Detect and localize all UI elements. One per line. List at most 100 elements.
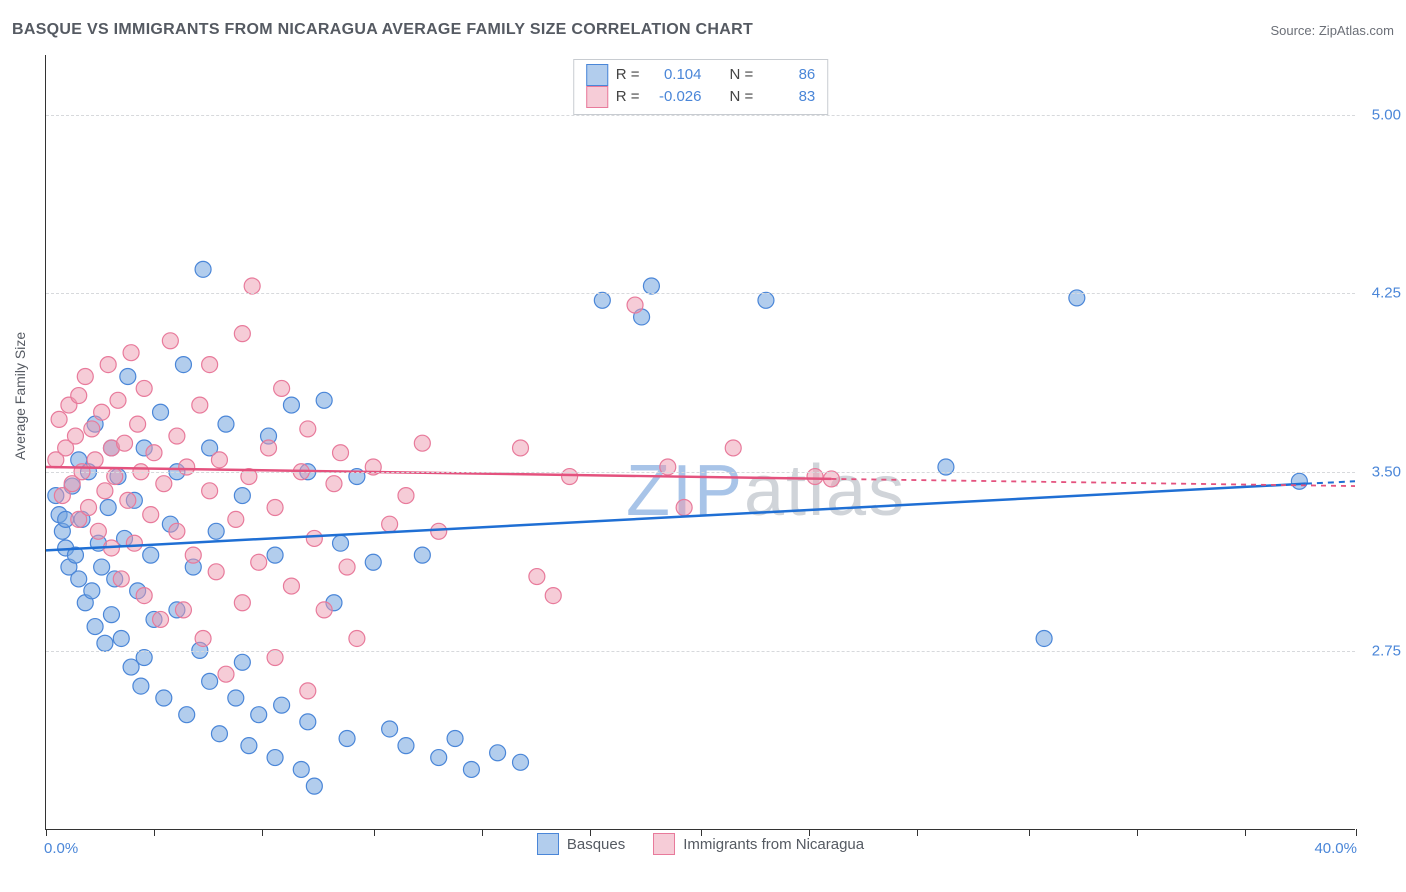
data-point bbox=[71, 388, 87, 404]
x-tick bbox=[46, 829, 47, 836]
data-point bbox=[513, 440, 529, 456]
data-point bbox=[333, 535, 349, 551]
plot-svg bbox=[46, 55, 1355, 829]
y-tick-label: 2.75 bbox=[1372, 643, 1401, 660]
data-point bbox=[758, 292, 774, 308]
data-point bbox=[676, 500, 692, 516]
source-link[interactable]: ZipAtlas.com bbox=[1319, 23, 1394, 38]
data-point bbox=[87, 452, 103, 468]
data-point bbox=[300, 683, 316, 699]
data-point bbox=[100, 500, 116, 516]
data-point bbox=[146, 445, 162, 461]
data-point bbox=[594, 292, 610, 308]
data-point bbox=[84, 583, 100, 599]
data-point bbox=[136, 380, 152, 396]
data-point bbox=[179, 707, 195, 723]
data-point bbox=[234, 488, 250, 504]
r-label-1: R = bbox=[616, 86, 640, 108]
data-point bbox=[94, 559, 110, 575]
data-point bbox=[251, 554, 267, 570]
data-point bbox=[1069, 290, 1085, 306]
data-point bbox=[316, 392, 332, 408]
data-point bbox=[267, 547, 283, 563]
data-point bbox=[100, 357, 116, 373]
x-tick bbox=[1245, 829, 1246, 836]
data-point bbox=[175, 357, 191, 373]
data-point bbox=[117, 435, 133, 451]
data-point bbox=[234, 595, 250, 611]
data-point bbox=[274, 380, 290, 396]
x-tick bbox=[701, 829, 702, 836]
data-point bbox=[228, 690, 244, 706]
data-point bbox=[81, 500, 97, 516]
data-point bbox=[326, 476, 342, 492]
gridline bbox=[46, 115, 1355, 116]
data-point bbox=[211, 726, 227, 742]
data-point bbox=[283, 397, 299, 413]
data-point bbox=[126, 535, 142, 551]
data-point bbox=[241, 738, 257, 754]
data-point bbox=[120, 369, 136, 385]
data-point bbox=[316, 602, 332, 618]
data-point bbox=[103, 607, 119, 623]
data-point bbox=[120, 492, 136, 508]
data-point bbox=[333, 445, 349, 461]
data-point bbox=[77, 369, 93, 385]
data-point bbox=[382, 516, 398, 532]
data-point bbox=[414, 435, 430, 451]
data-point bbox=[562, 469, 578, 485]
swatch-basques bbox=[586, 64, 608, 86]
y-axis-label: Average Family Size bbox=[12, 332, 28, 460]
n-label-1: N = bbox=[730, 86, 754, 108]
data-point bbox=[153, 404, 169, 420]
data-point bbox=[143, 547, 159, 563]
data-point bbox=[136, 588, 152, 604]
data-point bbox=[94, 404, 110, 420]
data-point bbox=[156, 690, 172, 706]
data-point bbox=[218, 416, 234, 432]
data-point bbox=[87, 619, 103, 635]
r-value-basques: 0.104 bbox=[650, 64, 702, 86]
x-tick bbox=[917, 829, 918, 836]
data-point bbox=[67, 428, 83, 444]
data-point bbox=[267, 750, 283, 766]
data-point bbox=[153, 611, 169, 627]
data-point bbox=[195, 261, 211, 277]
n-value-basques: 86 bbox=[763, 64, 815, 86]
data-point bbox=[133, 678, 149, 694]
data-point bbox=[202, 357, 218, 373]
r-label-0: R = bbox=[616, 64, 640, 86]
data-point bbox=[306, 530, 322, 546]
legend-label-nicaragua: Immigrants from Nicaragua bbox=[683, 836, 864, 853]
data-point bbox=[97, 635, 113, 651]
x-tick bbox=[374, 829, 375, 836]
data-point bbox=[414, 547, 430, 563]
data-point bbox=[339, 559, 355, 575]
data-point bbox=[228, 511, 244, 527]
y-tick-label: 5.00 bbox=[1372, 106, 1401, 123]
data-point bbox=[545, 588, 561, 604]
data-point bbox=[1036, 630, 1052, 646]
scatter-chart: ZIPatlas R = 0.104 N = 86 R = -0.026 N =… bbox=[45, 55, 1355, 830]
data-point bbox=[398, 738, 414, 754]
data-point bbox=[143, 507, 159, 523]
regression-line-extrapolated bbox=[1306, 481, 1355, 483]
data-point bbox=[398, 488, 414, 504]
data-point bbox=[365, 554, 381, 570]
bottom-legend: Basques Immigrants from Nicaragua bbox=[46, 833, 1355, 855]
data-point bbox=[192, 397, 208, 413]
gridline bbox=[46, 472, 1355, 473]
data-point bbox=[169, 523, 185, 539]
data-point bbox=[113, 571, 129, 587]
data-point bbox=[431, 750, 447, 766]
data-point bbox=[529, 569, 545, 585]
data-point bbox=[300, 714, 316, 730]
data-point bbox=[234, 654, 250, 670]
data-point bbox=[208, 564, 224, 580]
data-point bbox=[123, 345, 139, 361]
r-value-nicaragua: -0.026 bbox=[650, 86, 702, 108]
data-point bbox=[490, 745, 506, 761]
legend-swatch-nicaragua bbox=[653, 833, 675, 855]
n-value-nicaragua: 83 bbox=[763, 86, 815, 108]
data-point bbox=[234, 326, 250, 342]
